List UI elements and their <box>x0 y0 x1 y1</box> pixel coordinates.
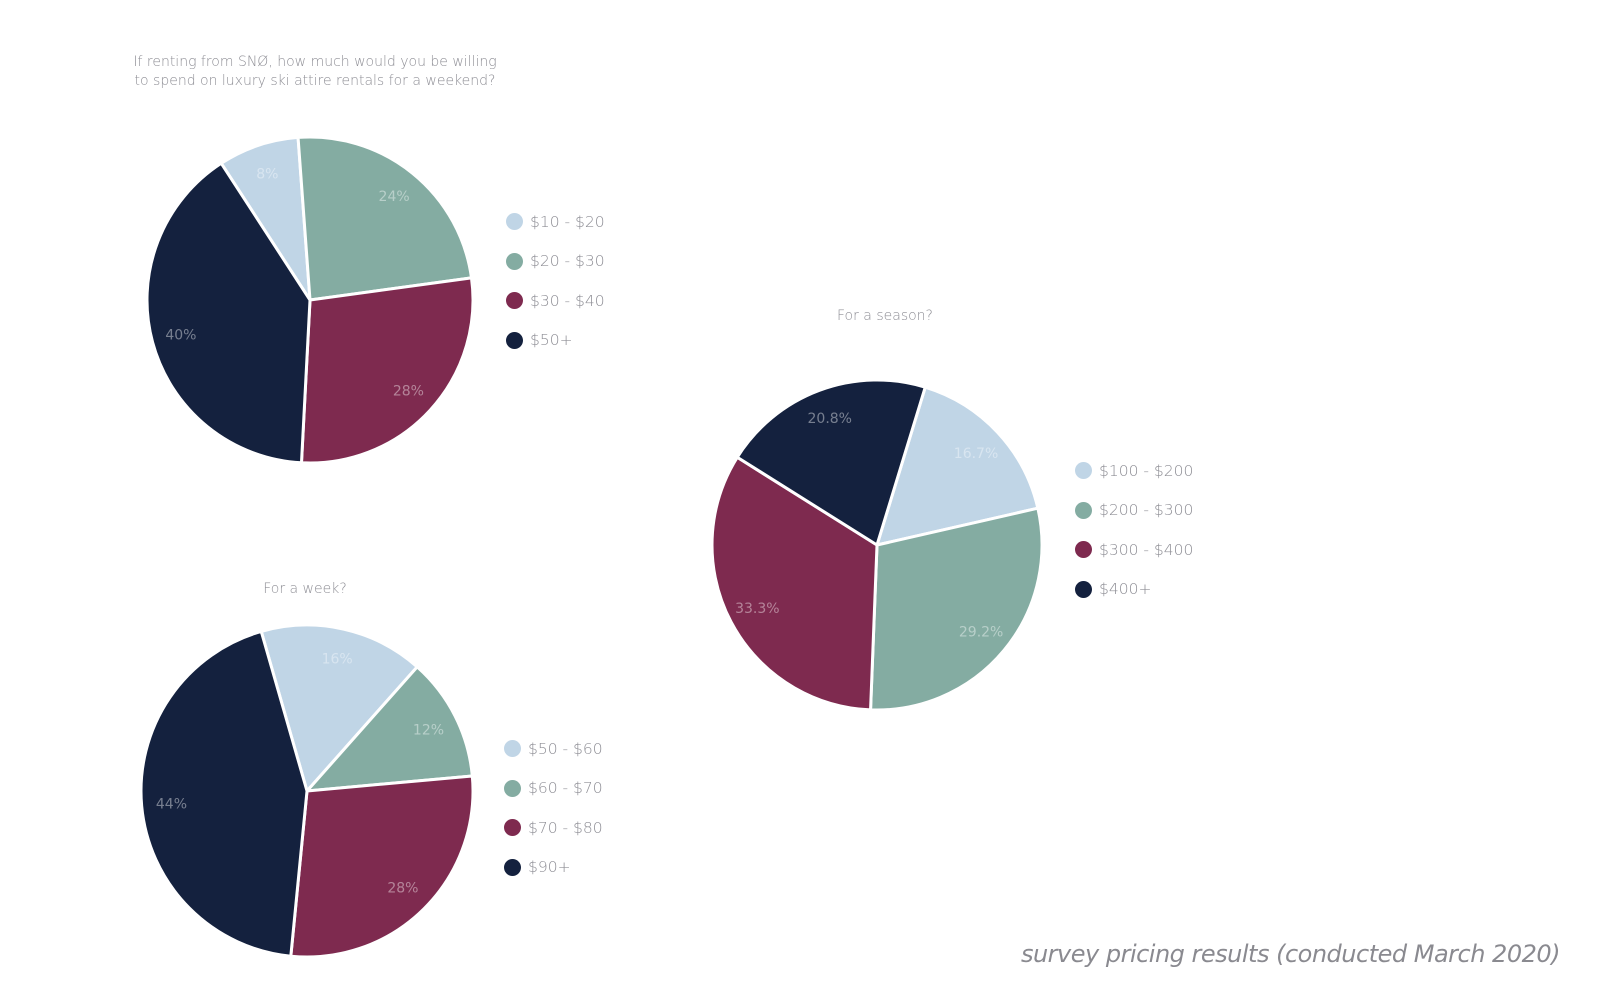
legend-label: $30 - $40 <box>530 291 605 310</box>
slice-data-label: 16% <box>322 651 353 667</box>
legend-item-200-300: $200 - $300 <box>1075 491 1193 531</box>
legend-swatch <box>504 858 521 876</box>
legend-item-30-40: $30 - $40 <box>506 281 605 321</box>
chart-title: For a week? <box>263 581 347 597</box>
legend-swatch <box>1075 580 1092 598</box>
legend-label: $20 - $30 <box>530 252 605 271</box>
slice-data-label: 40% <box>165 328 196 344</box>
slice-data-label: 8% <box>256 166 278 182</box>
slice-data-label: 44% <box>156 796 187 812</box>
slice-data-label: 20.8% <box>808 411 852 427</box>
legend-swatch <box>506 331 523 349</box>
legend-label: $100 - $200 <box>1099 461 1194 480</box>
pie-slice-60-70 <box>305 665 474 793</box>
legend-label: $70 - $80 <box>528 818 603 837</box>
pie-slice-50-60 <box>259 623 419 793</box>
legend-label: $300 - $400 <box>1099 540 1194 559</box>
legend-item-100-200: $100 - $200 <box>1075 451 1193 491</box>
slice-data-label: 12% <box>413 723 444 739</box>
slice-data-label: 16.7% <box>954 446 998 462</box>
legend-weekend: $10 - $20 $20 - $30 $30 - $40 $50+ <box>506 202 605 360</box>
legend-item-90: $90+ <box>504 848 603 888</box>
legend-swatch <box>504 740 521 758</box>
legend-label: $90+ <box>528 858 571 877</box>
legend-item-10-20: $10 - $20 <box>506 202 605 242</box>
pie-slice-100-200 <box>875 385 1040 547</box>
legend-season: $100 - $200 $200 - $300 $300 - $400 $400+ <box>1075 451 1193 609</box>
legend-label: $400+ <box>1099 580 1152 599</box>
chart-title: If renting from SNØ, how much would you … <box>133 54 497 89</box>
slice-data-label: 29.2% <box>959 624 1003 640</box>
slice-data-label: 28% <box>393 383 424 399</box>
legend-swatch <box>1075 541 1092 559</box>
pie-slice-70-80 <box>289 774 475 959</box>
legend-swatch <box>506 213 523 231</box>
legend-item-50-60: $50 - $60 <box>504 729 603 769</box>
legend-label: $60 - $70 <box>528 779 603 798</box>
legend-swatch <box>504 819 521 837</box>
legend-week: $50 - $60 $60 - $70 $70 - $80 $90+ <box>504 729 603 887</box>
legend-swatch <box>1075 501 1092 519</box>
pie-slice-50 <box>145 161 312 465</box>
legend-swatch <box>1075 462 1092 480</box>
pie-slice-20-30 <box>296 135 473 302</box>
legend-swatch <box>506 292 523 310</box>
legend-swatch <box>504 779 521 797</box>
footer-caption: survey pricing results (conducted March … <box>1020 940 1561 968</box>
legend-swatch <box>506 252 523 270</box>
legend-label: $50 - $60 <box>528 739 603 758</box>
pie-slice-30-40 <box>299 276 475 465</box>
slice-data-label: 33.3% <box>735 601 779 617</box>
chart-title: For a season? <box>836 308 933 324</box>
pie-slice-90 <box>139 629 309 958</box>
legend-item-300-400: $300 - $400 <box>1075 530 1193 570</box>
slice-data-label: 28% <box>387 881 418 897</box>
legend-label: $10 - $20 <box>530 212 605 231</box>
pie-slice-200-300 <box>869 506 1044 712</box>
pie-slice-400 <box>735 378 927 547</box>
legend-label: $50+ <box>530 331 573 350</box>
legend-label: $200 - $300 <box>1099 501 1194 520</box>
legend-item-70-80: $70 - $80 <box>504 808 603 848</box>
legend-item-50: $50+ <box>506 321 605 361</box>
slice-data-label: 24% <box>379 189 410 205</box>
legend-item-60-70: $60 - $70 <box>504 769 603 809</box>
legend-item-20-30: $20 - $30 <box>506 242 605 282</box>
legend-item-400: $400+ <box>1075 570 1193 610</box>
